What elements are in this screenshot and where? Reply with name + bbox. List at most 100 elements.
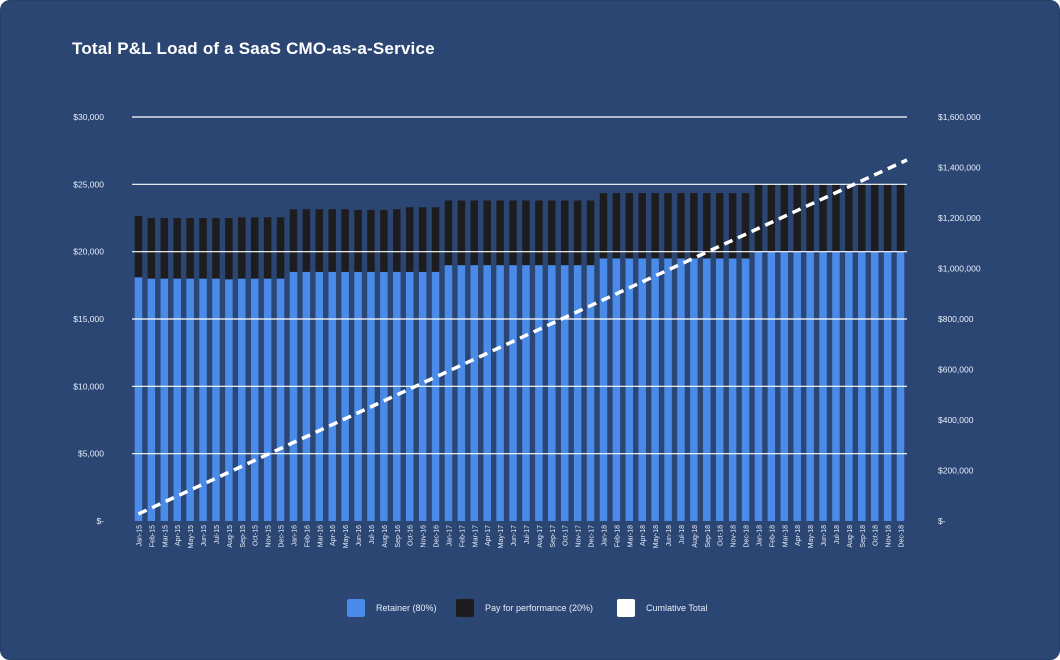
- y-tick-label: $5,000: [78, 449, 104, 459]
- x-tick-label: Jul-18: [834, 525, 841, 544]
- x-tick-label: Oct-17: [563, 525, 570, 546]
- bar-retainer: [483, 265, 491, 521]
- bar-performance: [612, 193, 621, 259]
- bar-retainer: [160, 278, 169, 521]
- bar-retainer: [134, 277, 143, 521]
- bar-retainer: [470, 265, 479, 521]
- bar-retainer: [690, 258, 698, 521]
- x-tick-label: Nov-15: [266, 525, 273, 548]
- bar-performance: [509, 200, 517, 266]
- bar-performance: [870, 184, 879, 252]
- x-tick-label: Sep-15: [240, 525, 247, 548]
- bar-performance: [728, 193, 737, 259]
- bar-performance: [845, 184, 853, 252]
- bar-retainer: [625, 258, 634, 521]
- x-tick-label: Aug-15: [227, 525, 234, 548]
- bar-performance: [315, 209, 324, 272]
- bar-retainer: [431, 271, 440, 521]
- x-tick-label: Jul-15: [214, 525, 221, 544]
- bar-performance: [160, 218, 169, 279]
- y-tick-label: $25,000: [73, 179, 104, 189]
- x-tick-label: Aug-18: [847, 525, 854, 548]
- y2-tick-label: $1,200,000: [938, 213, 981, 223]
- bar-performance: [186, 218, 194, 279]
- bar-retainer: [638, 258, 646, 521]
- legend-label-cumulative: Cumlative Total: [646, 603, 708, 613]
- bar-retainer: [728, 258, 737, 521]
- x-tick-label: Mar-17: [472, 525, 479, 547]
- y2-tick-label: $-: [938, 516, 946, 526]
- bar-performance: [341, 209, 349, 272]
- bar-retainer: [703, 258, 711, 521]
- bar-retainer: [276, 278, 285, 521]
- legend-swatch-cumulative: [617, 599, 635, 617]
- x-tick-label: May-17: [498, 525, 505, 548]
- bar-performance: [573, 200, 582, 266]
- x-tick-label: Mar-16: [317, 525, 324, 547]
- x-tick-label: Nov-18: [731, 525, 738, 548]
- bar-retainer: [715, 258, 724, 521]
- bar-retainer: [573, 265, 582, 521]
- x-tick-label: Dec-18: [744, 525, 751, 548]
- x-tick-label: Jan-16: [291, 525, 298, 547]
- legend-item-retainer: Retainer (80%): [347, 599, 437, 617]
- legend-item-performance: Pay for performance (20%): [456, 599, 593, 617]
- bar-performance: [147, 218, 156, 279]
- bar-retainer: [405, 271, 414, 521]
- x-tick-label: Apr-16: [330, 525, 337, 546]
- bar-performance: [535, 200, 543, 266]
- y2-tick-label: $1,000,000: [938, 264, 981, 274]
- bar-retainer: [367, 271, 375, 521]
- legend-item-cumulative: Cumlative Total: [617, 599, 707, 617]
- bar-performance: [328, 209, 336, 272]
- bar-performance: [457, 200, 466, 266]
- legend-label-retainer: Retainer (80%): [376, 603, 437, 613]
- x-tick-label: Apr-18: [640, 525, 647, 546]
- x-tick-label: Jun-15: [201, 525, 208, 547]
- y2-tick-label: $600,000: [938, 365, 974, 375]
- bar-retainer: [677, 258, 685, 521]
- bar-retainer: [444, 265, 453, 521]
- x-tick-label: Nov-16: [421, 525, 428, 548]
- bar-performance: [250, 217, 259, 279]
- bar-performance: [263, 217, 272, 279]
- x-tick-label: Nov-18: [886, 525, 893, 548]
- bar-performance: [858, 184, 866, 252]
- x-tick-label: May-16: [343, 525, 350, 548]
- bar-performance: [703, 193, 711, 259]
- y-tick-label: $10,000: [73, 381, 104, 391]
- y-tick-label: $15,000: [73, 314, 104, 324]
- bar-retainer: [664, 258, 672, 521]
- x-tick-label: Apr-18: [795, 525, 802, 546]
- bar-retainer: [225, 279, 233, 521]
- bar-retainer: [651, 258, 659, 521]
- x-tick-label: Jun-18: [666, 525, 673, 547]
- bar-retainer: [341, 271, 349, 521]
- x-tick-label: Jan-15: [136, 525, 143, 547]
- bar-retainer: [535, 265, 543, 521]
- x-tick-label: Jul-17: [524, 525, 531, 544]
- chart-svg: $- $5,000 $10,000 $15,000 $20,000 $25,000 $30,…: [73, 112, 981, 548]
- x-tick-label: Feb-18: [614, 525, 621, 547]
- bar-performance: [560, 200, 569, 266]
- bar-retainer: [393, 271, 401, 521]
- bar-retainer: [263, 278, 272, 521]
- bar-performance: [393, 209, 401, 272]
- bar-performance: [896, 184, 905, 252]
- bar-retainer: [328, 271, 336, 521]
- bar-performance: [806, 184, 814, 252]
- bar-retainer: [212, 278, 220, 521]
- bar-retainer: [741, 258, 750, 521]
- bar-retainer: [315, 271, 324, 521]
- bar-performance: [664, 193, 672, 259]
- bar-retainer: [173, 278, 181, 521]
- x-tick-label: Jul-18: [679, 525, 686, 544]
- bar-performance: [470, 200, 479, 266]
- bar-retainer: [509, 265, 517, 521]
- bar-retainer: [496, 265, 504, 521]
- bar-performance: [302, 209, 311, 272]
- x-tick-label: Dec-16: [434, 525, 441, 548]
- y2-tick-label: $1,600,000: [938, 112, 981, 122]
- bar-performance: [431, 207, 440, 272]
- x-tick-label: May-15: [188, 525, 195, 548]
